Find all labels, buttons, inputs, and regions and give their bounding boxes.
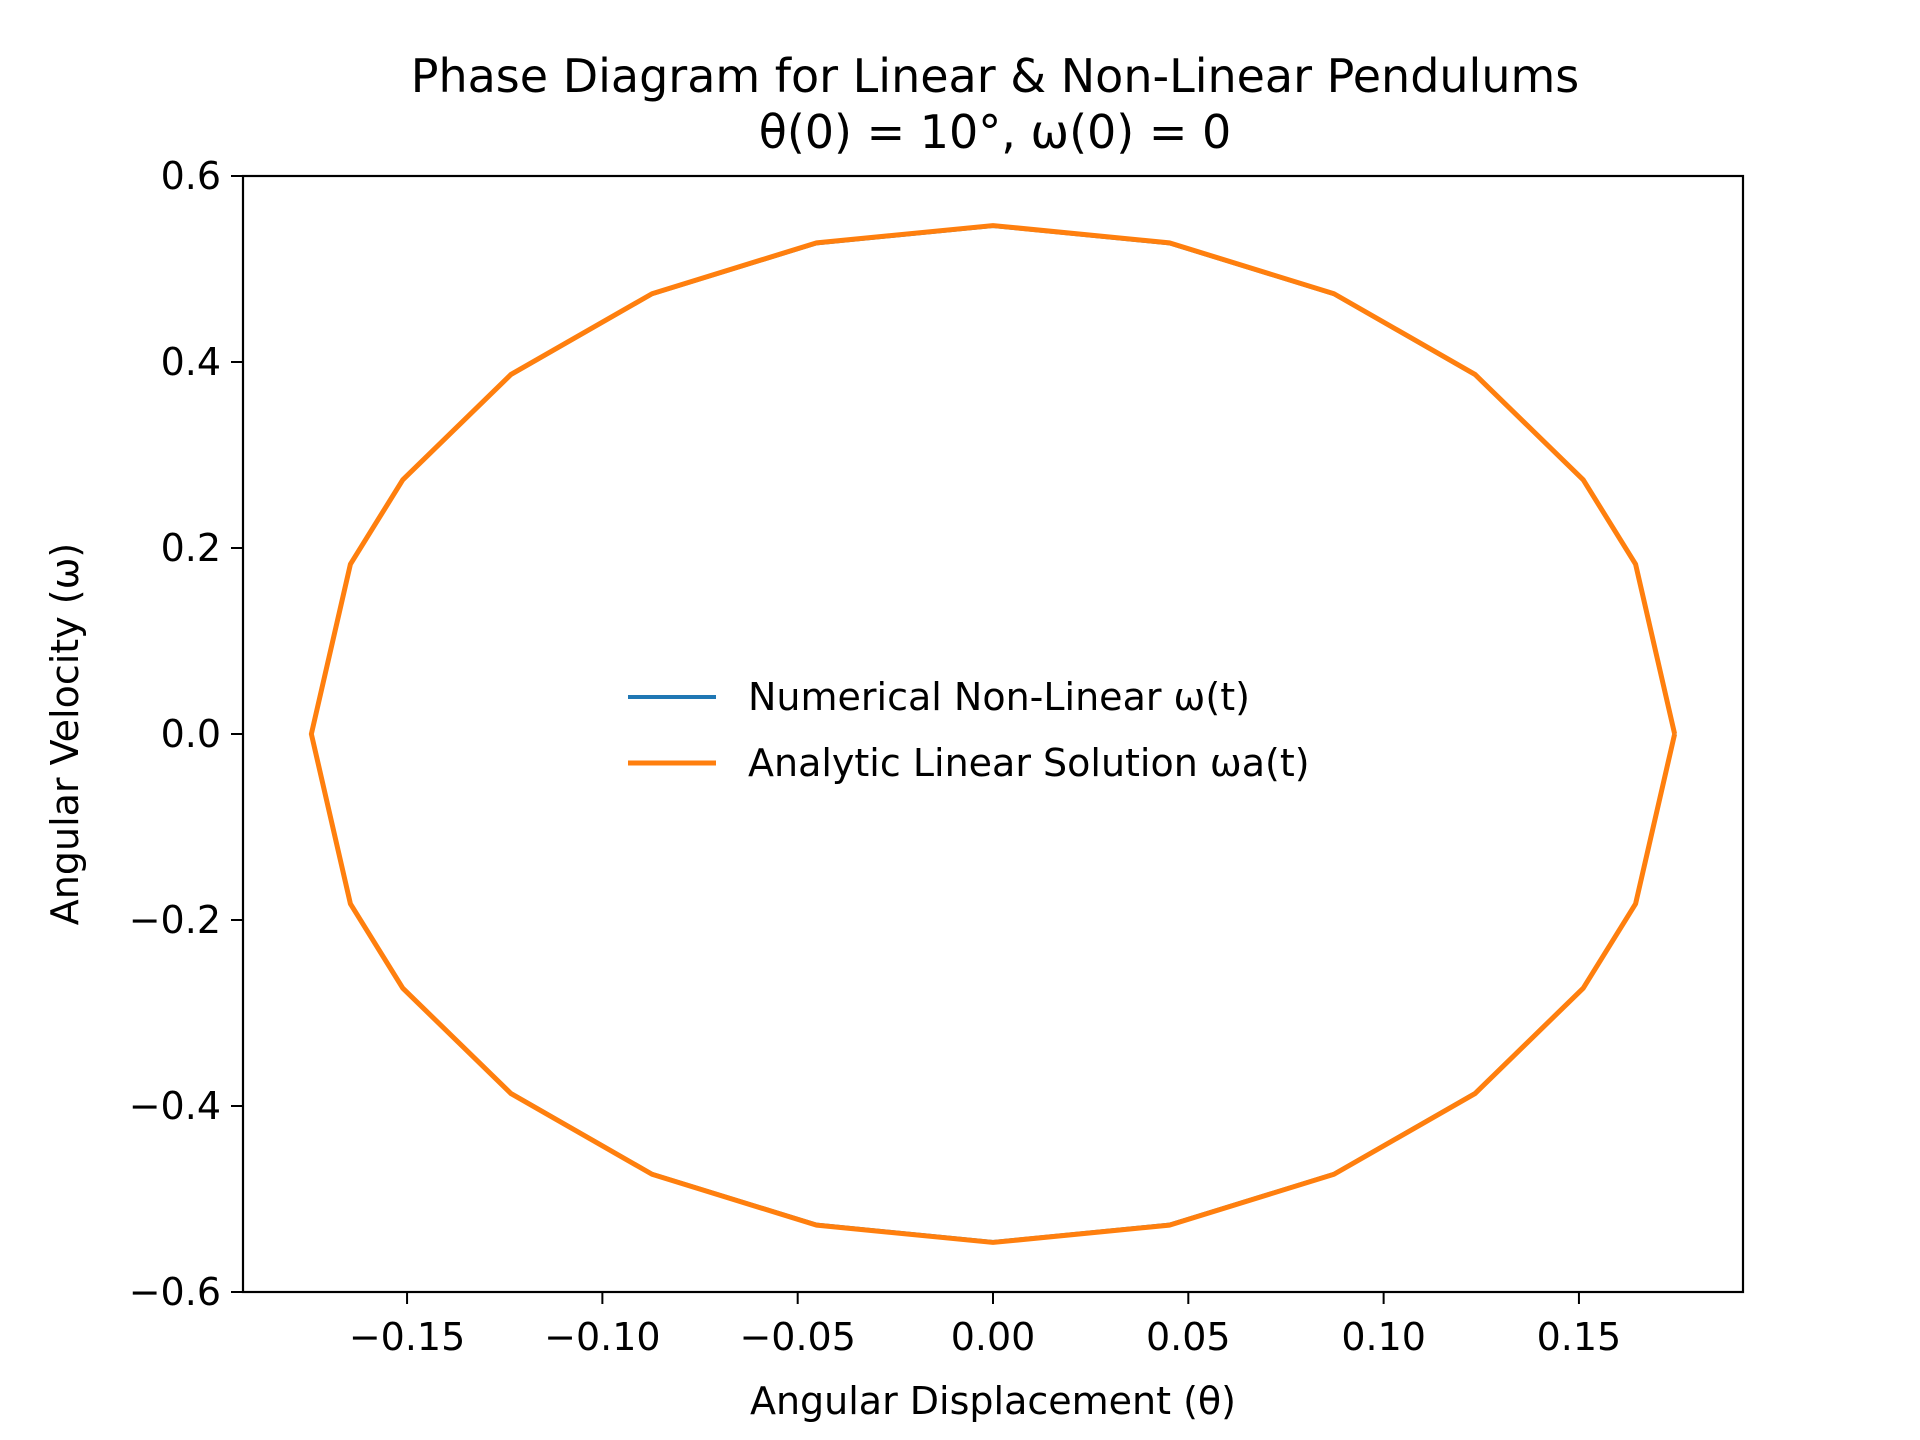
legend: Numerical Non-Linear ω(t) Analytic Linear… — [628, 675, 1310, 785]
x-tick-label: −0.15 — [349, 1315, 465, 1359]
x-tick-label: 0.00 — [951, 1315, 1036, 1359]
x-tick-label: −0.10 — [544, 1315, 660, 1359]
plot-frame — [241, 174, 1745, 1294]
x-axis-label: Angular Displacement (θ) — [750, 1379, 1236, 1423]
x-tick-label: −0.05 — [739, 1315, 855, 1359]
y-tick-label: 0.4 — [161, 340, 221, 384]
series-layer — [308, 223, 1678, 1245]
series-line-0 — [309, 224, 1677, 1244]
y-tick-label: −0.2 — [129, 898, 221, 942]
x-tick-label: 0.10 — [1341, 1315, 1426, 1359]
chart-subtitle: θ(0) = 10°, ω(0) = 0 — [759, 105, 1232, 159]
x-axis-ticks: −0.15 −0.10 −0.05 0.00 0.05 0.10 0.15 — [349, 1292, 1621, 1359]
y-axis-ticks: −0.6 −0.4 −0.2 0.0 0.2 0.4 0.6 — [129, 154, 243, 1314]
y-tick-label: 0.2 — [161, 526, 221, 570]
y-axis-label: Angular Velocity (ω) — [43, 543, 87, 925]
legend-label-0: Numerical Non-Linear ω(t) — [748, 675, 1250, 719]
chart-title: Phase Diagram for Linear & Non-Linear Pe… — [411, 49, 1580, 103]
series-line-1 — [308, 223, 1678, 1245]
legend-label-1: Analytic Linear Solution ωa(t) — [748, 741, 1310, 785]
y-tick-label: −0.6 — [129, 1270, 221, 1314]
x-tick-label: 0.05 — [1146, 1315, 1231, 1359]
y-tick-label: 0.0 — [161, 712, 221, 756]
x-tick-label: 0.15 — [1537, 1315, 1622, 1359]
y-tick-label: 0.6 — [161, 154, 221, 198]
y-tick-label: −0.4 — [129, 1084, 221, 1128]
